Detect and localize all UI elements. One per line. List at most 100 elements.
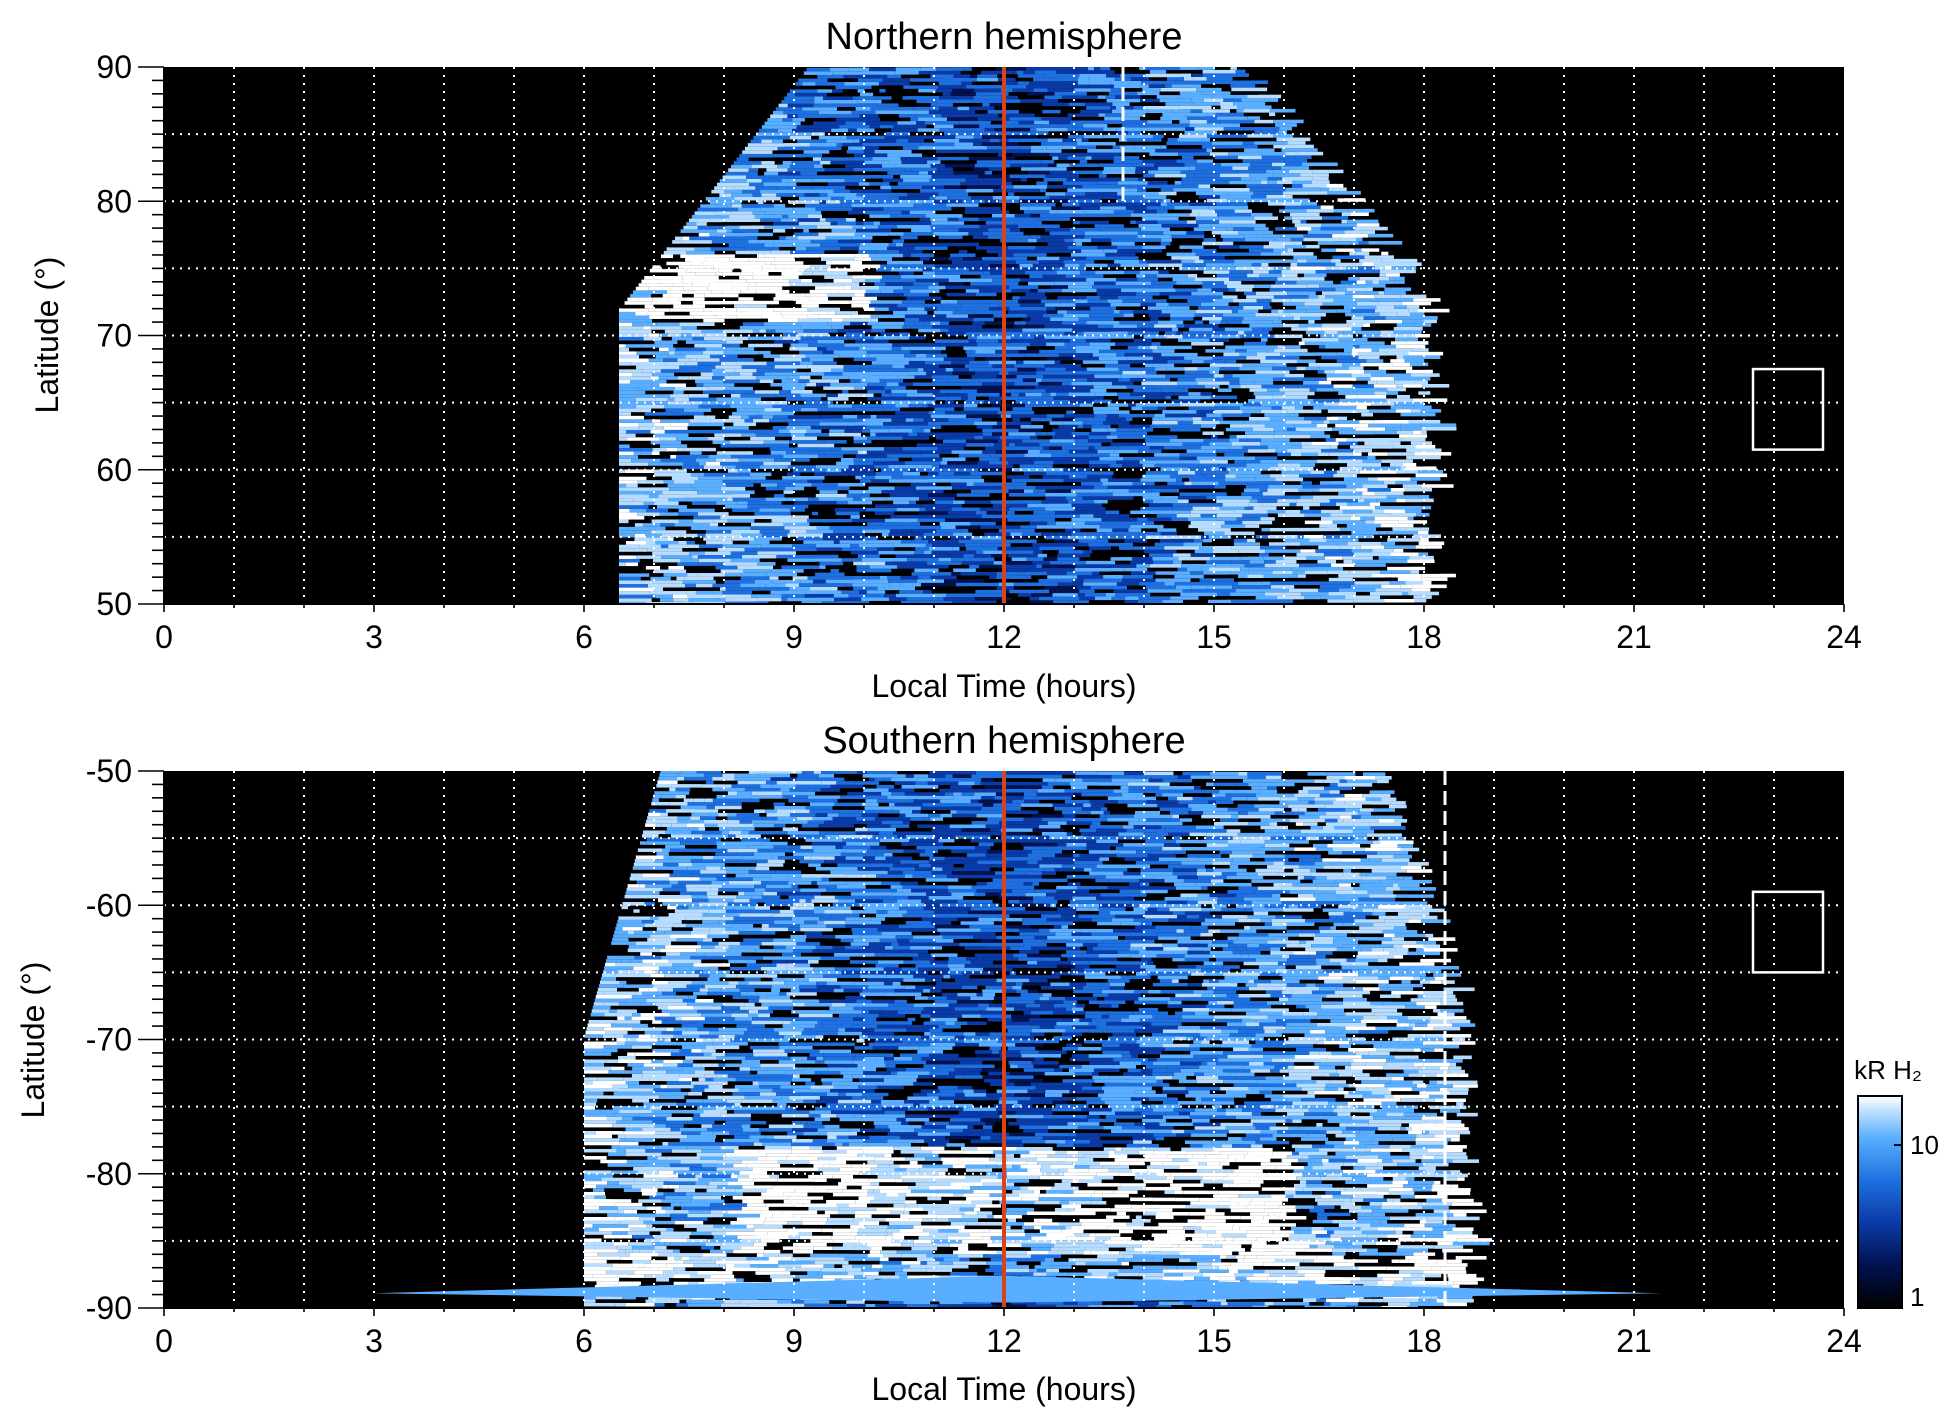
- heatmap-cell: [719, 193, 732, 197]
- heatmap-cell: [1167, 137, 1178, 142]
- heatmap-cell: [1260, 438, 1290, 442]
- heatmap-cell: [1374, 319, 1403, 324]
- heatmap-cell: [1108, 292, 1137, 296]
- heatmap-cell: [1027, 449, 1040, 454]
- heatmap-cell: [712, 562, 725, 566]
- heatmap-cell: [1330, 445, 1338, 449]
- heatmap-cell: [772, 139, 783, 144]
- heatmap-cell: [900, 575, 919, 580]
- heatmap-cell: [1223, 374, 1233, 378]
- heatmap-cell: [1020, 525, 1037, 529]
- heatmap-cell: [1145, 470, 1156, 475]
- heatmap-cell: [799, 375, 811, 380]
- heatmap-cell: [966, 482, 974, 487]
- heatmap-cell: [997, 439, 1005, 443]
- heatmap-cell: [813, 164, 823, 168]
- heatmap-cell: [853, 579, 889, 584]
- heatmap-cell: [932, 382, 967, 386]
- heatmap-cell: [856, 565, 870, 569]
- heatmap-cell: [1085, 231, 1106, 235]
- heatmap-cell: [1076, 471, 1114, 475]
- heatmap-cell: [1334, 370, 1365, 374]
- heatmap-cell: [1263, 574, 1290, 578]
- heatmap-cell: [1394, 337, 1419, 342]
- heatmap-cell: [882, 178, 904, 183]
- heatmap-cell: [1203, 238, 1216, 242]
- heatmap-cell: [1198, 517, 1217, 521]
- heatmap-cell: [842, 142, 863, 147]
- heatmap-cell: [917, 253, 935, 258]
- heatmap-cell: [1277, 499, 1297, 503]
- heatmap-cell: [1011, 242, 1048, 246]
- heatmap-cell: [1260, 252, 1281, 256]
- heatmap-cell: [1223, 291, 1244, 296]
- heatmap-cell: [1217, 434, 1230, 439]
- heatmap-cell: [1302, 402, 1324, 406]
- heatmap-cell: [652, 372, 675, 377]
- heatmap-cell: [1390, 341, 1407, 345]
- heatmap-cell: [1251, 495, 1286, 500]
- heatmap-cell: [908, 403, 928, 408]
- heatmap-cell: [1301, 445, 1331, 449]
- heatmap-cell: [932, 378, 948, 383]
- heatmap-cell: [839, 124, 870, 129]
- heatmap-cell: [902, 446, 938, 451]
- heatmap-cell: [934, 274, 961, 279]
- heatmap-cell: [1044, 238, 1065, 243]
- heatmap-cell: [1154, 324, 1177, 328]
- heatmap-cell: [737, 354, 764, 359]
- heatmap-cell: [648, 308, 670, 312]
- heatmap-cell: [832, 522, 868, 526]
- heatmap-cell: [1030, 417, 1053, 422]
- heatmap-cell: [1135, 252, 1167, 257]
- heatmap-cell: [1208, 205, 1243, 210]
- heatmap-cell: [1357, 498, 1365, 503]
- heatmap-cell: [979, 564, 1006, 569]
- heatmap-cell: [1251, 262, 1262, 267]
- heatmap-cell: [693, 415, 706, 420]
- heatmap-cell: [1177, 470, 1195, 475]
- heatmap-cell: [1080, 324, 1098, 329]
- heatmap-cell: [851, 314, 871, 319]
- heatmap-cell: [723, 440, 730, 444]
- heatmap-cell: [645, 562, 652, 567]
- heatmap-cell: [911, 457, 943, 462]
- heatmap-cell: [1337, 334, 1354, 338]
- heatmap-cell: [780, 196, 799, 201]
- heatmap-cell: [619, 319, 653, 323]
- heatmap-cell: [767, 318, 799, 323]
- heatmap-cell: [1051, 206, 1081, 211]
- heatmap-cell: [800, 325, 832, 330]
- heatmap-cell: [888, 464, 900, 469]
- heatmap-cell: [791, 436, 818, 441]
- heatmap-cell: [1358, 241, 1369, 245]
- heatmap-cell: [906, 181, 942, 186]
- heatmap-cell: [1065, 496, 1083, 500]
- heatmap-cell: [852, 583, 890, 587]
- heatmap-cell: [827, 311, 836, 315]
- heatmap-cell: [1219, 366, 1240, 371]
- heatmap-cell: [964, 400, 985, 404]
- heatmap-cell: [1120, 116, 1140, 121]
- heatmap-cell: [948, 328, 978, 333]
- heatmap-cell: [1071, 116, 1105, 121]
- heatmap-cell: [889, 192, 908, 197]
- heatmap-cell: [1039, 449, 1052, 454]
- heatmap-cell: [1047, 431, 1056, 436]
- heatmap-cell: [1273, 363, 1287, 367]
- heatmap-cell: [1281, 166, 1310, 170]
- heatmap-cell: [1239, 391, 1254, 396]
- heatmap-cell: [1319, 244, 1355, 249]
- heatmap-cell: [1249, 560, 1265, 564]
- heatmap-cell: [889, 142, 921, 147]
- heatmap-cell: [1237, 212, 1252, 217]
- heatmap-cell: [1204, 531, 1225, 536]
- heatmap-cell: [965, 188, 994, 193]
- heatmap-cell: [1384, 545, 1416, 549]
- heatmap-cell: [1405, 290, 1420, 295]
- heatmap-cell: [982, 324, 1014, 329]
- heatmap-cell: [1072, 524, 1100, 529]
- heatmap-cell: [749, 182, 764, 187]
- heatmap-cell: [1180, 592, 1218, 597]
- heatmap-cell: [968, 464, 1003, 469]
